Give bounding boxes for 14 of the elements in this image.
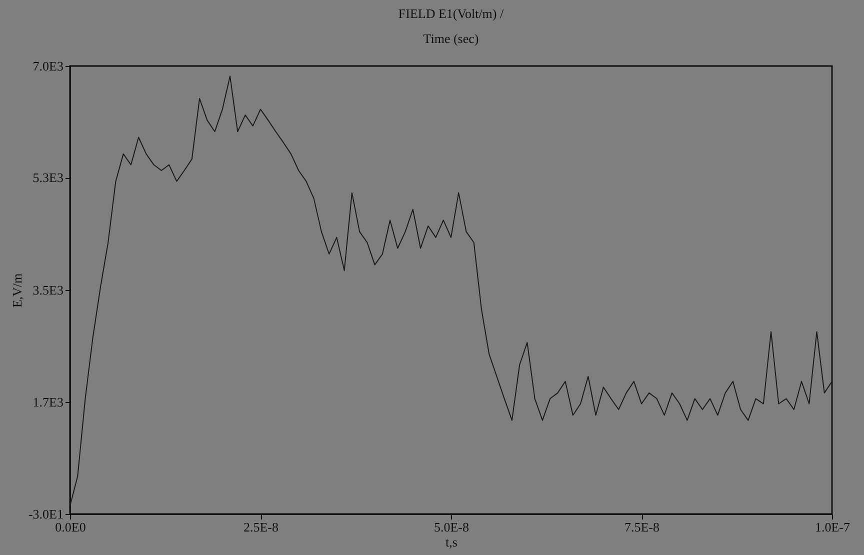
chart-subtitle: Time (sec) xyxy=(423,31,479,46)
x-axis-title: t,s xyxy=(446,534,458,550)
x-tick-label: 0.0E0 xyxy=(55,520,86,534)
y-tick-label: 1.7E3 xyxy=(32,394,64,410)
y-tick-label: -3.0E1 xyxy=(28,506,64,522)
x-tick-label: 1.0E-7 xyxy=(814,520,851,534)
x-tick-label: 7.5E-8 xyxy=(624,520,660,534)
y-tick-label: 7.0E3 xyxy=(32,58,64,74)
chart-title: FIELD E1(Volt/m) / xyxy=(398,6,504,21)
y-tick-label: 5.3E3 xyxy=(32,170,64,186)
y-axis-title: E,V/m xyxy=(9,273,24,308)
y-tick-label: 3.5E3 xyxy=(32,282,64,298)
x-tick-label: 5.0E-8 xyxy=(434,520,470,534)
x-tick-label: 2.5E-8 xyxy=(243,520,279,534)
